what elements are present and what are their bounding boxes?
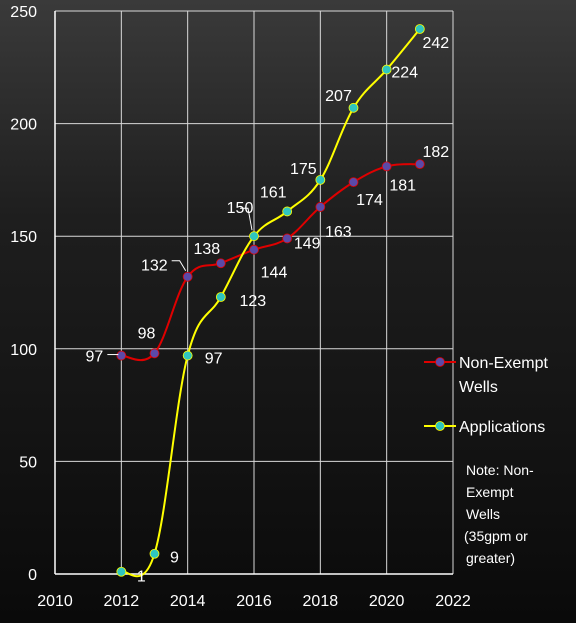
- legend: Non-Exempt Wells Applications: [424, 355, 548, 436]
- y-tick-label: 50: [19, 454, 37, 471]
- x-tick-label: 2022: [435, 593, 471, 610]
- series-layer: [116, 24, 425, 578]
- data-label: 181: [389, 177, 416, 194]
- data-label: 175: [290, 161, 317, 178]
- y-tick-label: 0: [28, 567, 37, 584]
- data-label: 97: [86, 349, 104, 366]
- legend-item: Applications: [424, 419, 545, 436]
- y-tick-label: 150: [10, 229, 37, 246]
- legend-item: Non-Exempt Wells: [424, 355, 548, 396]
- note-line: greater): [466, 550, 515, 566]
- data-point: [315, 202, 326, 212]
- data-label: 9: [170, 550, 179, 567]
- data-point: [182, 271, 193, 282]
- data-point: [116, 566, 127, 577]
- data-label: 98: [138, 325, 156, 342]
- data-point: [348, 177, 359, 188]
- note-line: Note: Non-: [466, 462, 534, 478]
- data-point: [381, 161, 392, 172]
- data-point: [315, 174, 326, 185]
- data-label: 138: [193, 241, 220, 258]
- data-point: [381, 64, 392, 75]
- data-point: [249, 231, 259, 242]
- data-point: [215, 258, 226, 269]
- x-tick-label: 2010: [37, 593, 73, 610]
- data-label: 174: [356, 192, 383, 209]
- data-point: [282, 206, 293, 217]
- data-point: [116, 350, 127, 361]
- data-point: [282, 233, 293, 244]
- data-point: [348, 102, 359, 113]
- data-label: 163: [325, 224, 352, 241]
- x-tick-label: 2016: [236, 593, 272, 610]
- y-tick-label: 200: [10, 117, 37, 134]
- x-tick-label: 2018: [303, 593, 339, 610]
- data-label: 149: [294, 235, 321, 252]
- data-labels: 9798132138144149163174181182199712315016…: [86, 35, 450, 586]
- data-label: 182: [422, 144, 449, 161]
- grid-lines: [54, 10, 454, 575]
- data-point: [215, 292, 226, 302]
- data-label: 97: [205, 351, 223, 368]
- label-leader-line: [171, 260, 187, 271]
- data-label: 123: [239, 293, 266, 310]
- x-tick-label: 2012: [104, 593, 140, 610]
- note-line: Exempt: [466, 484, 514, 500]
- data-point: [414, 159, 425, 170]
- data-label: 132: [141, 258, 168, 275]
- data-label: 144: [261, 265, 288, 282]
- data-point: [414, 24, 425, 34]
- data-point: [249, 244, 259, 255]
- data-label: 224: [391, 65, 418, 82]
- data-label: 242: [422, 35, 449, 52]
- legend-label: Non-Exempt: [459, 355, 548, 372]
- data-label: 207: [325, 88, 352, 105]
- data-label: 1: [137, 569, 146, 586]
- note-line: Wells: [466, 506, 500, 522]
- label-leader-line: [240, 207, 253, 231]
- data-point: [182, 350, 193, 361]
- data-point: [149, 548, 160, 559]
- axes: 2010 2012 2014 2016 2018 2020 2022 0 50 100 150 200…: [10, 4, 471, 610]
- series-line-non-exempt-wells: [121, 163, 420, 362]
- data-point: [149, 348, 160, 359]
- series-line-applications: [120, 28, 421, 578]
- legend-label: Applications: [459, 419, 545, 436]
- y-tick-label: 250: [10, 4, 37, 21]
- x-tick-label: 2014: [170, 593, 206, 610]
- note-line: (35gpm or: [464, 528, 528, 544]
- y-tick-label: 100: [10, 342, 37, 359]
- legend-swatch-marker: [435, 357, 445, 367]
- note-annotation: Note: Non- Exempt Wells (35gpm or greater): [464, 462, 534, 566]
- legend-swatch-marker: [435, 421, 445, 431]
- data-label: 161: [260, 184, 287, 201]
- x-tick-label: 2020: [369, 593, 405, 610]
- legend-label: Wells: [459, 379, 498, 396]
